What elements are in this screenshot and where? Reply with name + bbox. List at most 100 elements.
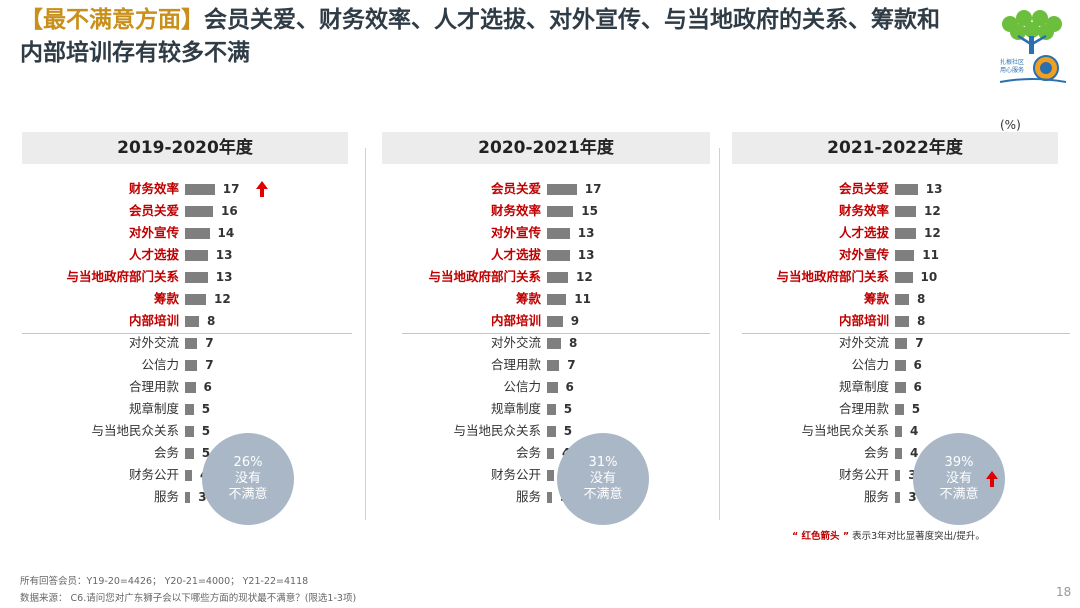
data-label: 3 <box>908 465 916 485</box>
data-label: 5 <box>911 402 921 416</box>
bar <box>547 228 570 239</box>
category-label: 对外宣传 <box>838 247 889 262</box>
category-label: 财务效率 <box>490 203 541 218</box>
data-label: 9 <box>570 314 580 328</box>
bar <box>547 184 577 195</box>
legend-note: “ 红色箭头 ” 表示3年对比显著度突出/提升。 <box>792 528 985 542</box>
bar <box>547 338 561 349</box>
data-label: 8 <box>207 314 216 328</box>
data-label: 5 <box>201 446 211 460</box>
category-label: 财务公开 <box>128 467 179 482</box>
data-label: 12 <box>576 270 593 284</box>
data-label: 13 <box>925 182 943 196</box>
bar <box>185 404 194 415</box>
category-label: 会员关爱 <box>128 203 179 218</box>
panel-title-2021: 2021-2022年度 <box>732 132 1058 164</box>
legend-note-quoted: “ 红色箭头 ” <box>792 531 850 542</box>
data-label: 5 <box>563 424 573 438</box>
category-label: 对外交流 <box>838 335 889 350</box>
logo-text-bottom: 用心服务 <box>1000 66 1024 74</box>
bar <box>547 426 556 437</box>
bar <box>185 338 198 349</box>
bar <box>185 294 206 305</box>
category-label: 服务 <box>863 489 889 504</box>
title-tag: 【最不满意方面】 <box>20 7 204 33</box>
category-label: 公信力 <box>851 357 889 372</box>
bar <box>547 470 554 481</box>
category-label: 筹款 <box>515 291 541 306</box>
bar <box>185 492 191 503</box>
category-label: 服务 <box>153 489 179 504</box>
bar <box>895 404 904 415</box>
data-label: 7 <box>205 336 214 350</box>
footer-source: 数据来源： C6.请问您对广东狮子会以下哪些方面的现状最不满意？(限选1-3项) <box>20 593 357 604</box>
no-dissatisfaction-bubble: 26% 没有 不满意 <box>202 433 294 525</box>
data-label: 8 <box>569 336 578 350</box>
logo-text-top: 扎根社区 <box>1000 58 1024 66</box>
highlight-divider <box>742 333 1070 334</box>
category-label: 会务 <box>515 445 541 460</box>
red-up-arrow-icon <box>985 470 999 488</box>
category-label: 公信力 <box>503 379 541 394</box>
bar <box>895 492 901 503</box>
data-label: 7 <box>567 358 576 372</box>
category-label: 与当地民众关系 <box>453 423 541 438</box>
category-label: 内部培训 <box>128 313 179 328</box>
panel-divider <box>719 148 720 520</box>
data-label: 5 <box>201 424 211 438</box>
data-label: 4 <box>910 446 919 460</box>
category-label: 人才选拔 <box>490 247 541 262</box>
footer-sample: 所有回答会员：Y19-20=4426； Y20-21=4000； Y21-22=… <box>20 576 309 587</box>
category-label: 财务公开 <box>838 467 889 482</box>
category-label: 合理用款 <box>128 379 179 394</box>
none-pct: 26% <box>233 455 263 470</box>
data-label: 3 <box>908 490 917 504</box>
panel-title-2020: 2020-2021年度 <box>382 132 710 164</box>
bar <box>895 360 906 371</box>
category-label: 对外宣传 <box>128 225 179 240</box>
bar <box>547 316 563 327</box>
category-label: 筹款 <box>863 291 889 306</box>
bar <box>185 470 192 481</box>
category-label: 合理用款 <box>490 357 541 372</box>
category-label: 内部培训 <box>838 313 889 328</box>
highlight-divider <box>402 333 710 334</box>
data-label: 4 <box>910 424 919 438</box>
page-number: 18 <box>1056 585 1072 599</box>
bar <box>185 228 210 239</box>
data-label: 7 <box>205 358 214 372</box>
highlight-divider <box>22 333 352 334</box>
data-label: 7 <box>915 336 924 350</box>
category-label: 内部培训 <box>490 313 541 328</box>
category-label: 会员关爱 <box>490 181 541 196</box>
category-label: 与当地政府部门关系 <box>66 269 179 284</box>
data-label: 13 <box>215 248 233 262</box>
bar <box>895 382 906 393</box>
category-label: 规章制度 <box>128 401 179 416</box>
none-pct: 31% <box>588 455 618 470</box>
category-label: 与当地政府部门关系 <box>428 269 541 284</box>
data-label: 8 <box>917 292 926 306</box>
bar <box>895 250 915 261</box>
data-label: 8 <box>917 314 926 328</box>
bar <box>185 360 198 371</box>
bar <box>895 228 916 239</box>
no-dissatisfaction-bubble: 31% 没有 不满意 <box>557 433 649 525</box>
data-label: 16 <box>221 204 238 218</box>
data-label: 12 <box>924 226 941 240</box>
page-title: 【最不满意方面】会员关爱、财务效率、人才选拔、对外宣传、与当地政府的关系、筹款和… <box>20 4 960 70</box>
data-label: 6 <box>203 380 212 394</box>
bar <box>547 404 556 415</box>
data-label: 13 <box>577 248 595 262</box>
category-label: 对外交流 <box>490 335 541 350</box>
panel-title-2019: 2019-2020年度 <box>22 132 348 164</box>
data-label: 11 <box>922 248 939 262</box>
bar <box>895 184 918 195</box>
data-label: 3 <box>198 490 207 504</box>
category-label: 筹款 <box>153 291 179 306</box>
category-label: 规章制度 <box>838 379 889 394</box>
bar <box>547 272 568 283</box>
bar <box>547 360 560 371</box>
bar <box>895 206 916 217</box>
bar <box>895 294 909 305</box>
